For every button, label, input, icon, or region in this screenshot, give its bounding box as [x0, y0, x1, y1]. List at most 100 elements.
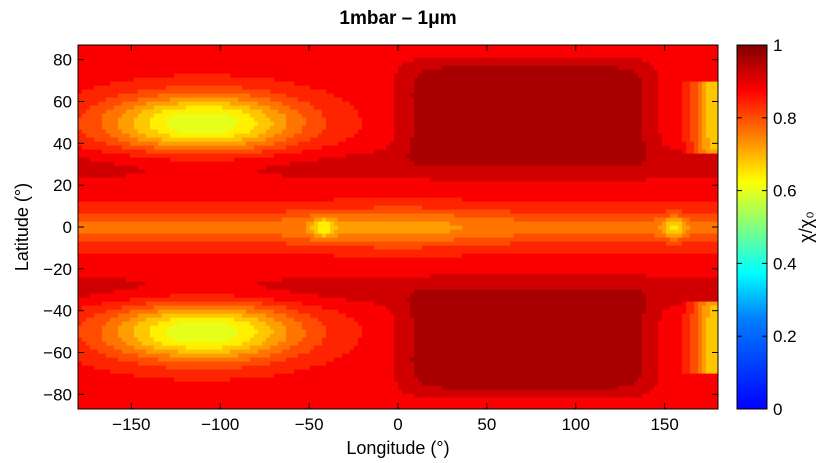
heatmap-cell [474, 293, 479, 298]
heatmap-cell [470, 401, 475, 406]
heatmap-cell [210, 285, 215, 290]
heatmap-cell [94, 337, 99, 342]
heatmap-cell [98, 353, 103, 358]
heatmap-cell [262, 381, 267, 386]
heatmap-cell [682, 305, 687, 310]
heatmap-cell [374, 337, 379, 342]
heatmap-cell [270, 397, 275, 402]
heatmap-cell [426, 389, 431, 394]
heatmap-cell [130, 285, 135, 290]
heatmap-cell [534, 357, 539, 362]
heatmap-cell [654, 357, 659, 362]
heatmap-cell [438, 309, 443, 314]
heatmap-cell [178, 341, 183, 346]
heatmap-cell [382, 385, 387, 390]
heatmap-cell [450, 337, 455, 342]
heatmap-cell [182, 285, 187, 290]
heatmap-cell [382, 349, 387, 354]
heatmap-cell [390, 361, 395, 366]
heatmap-cell [450, 385, 455, 390]
heatmap-cell [566, 401, 571, 406]
heatmap-cell [162, 301, 167, 306]
heatmap-cell [490, 373, 495, 378]
heatmap-cell [514, 329, 519, 334]
heatmap-cell [98, 393, 103, 398]
heatmap-cell [538, 293, 543, 298]
heatmap-cell [146, 297, 151, 302]
heatmap-cell [338, 353, 343, 358]
heatmap-cell [618, 389, 623, 394]
heatmap-cell [142, 393, 147, 398]
heatmap-cell [554, 309, 559, 314]
heatmap-cell [486, 345, 491, 350]
heatmap-cell [314, 369, 319, 374]
heatmap-cell [490, 321, 495, 326]
heatmap-cell [334, 349, 339, 354]
heatmap-cell [482, 329, 487, 334]
heatmap-cell [594, 329, 599, 334]
heatmap-cell [602, 301, 607, 306]
heatmap-cell [642, 405, 647, 409]
heatmap-cell [434, 309, 439, 314]
heatmap-cell [418, 365, 423, 370]
heatmap-cell [310, 349, 315, 354]
heatmap-cell [278, 393, 283, 398]
heatmap-cell [446, 365, 451, 370]
heatmap-cell [278, 397, 283, 402]
heatmap-cell [538, 401, 543, 406]
heatmap-cell [414, 349, 419, 354]
heatmap-cell [90, 397, 95, 402]
heatmap-cell [382, 365, 387, 370]
heatmap-cell [698, 309, 703, 314]
heatmap-cell [218, 381, 223, 386]
heatmap-cell [170, 377, 175, 382]
heatmap-cell [642, 301, 647, 306]
heatmap-cell [562, 401, 567, 406]
heatmap-cell [594, 369, 599, 374]
heatmap-cell [362, 333, 367, 338]
heatmap-cell [322, 325, 327, 330]
heatmap-cell [334, 401, 339, 406]
heatmap-cell [534, 305, 539, 310]
heatmap-cell [298, 349, 303, 354]
heatmap-cell [574, 289, 579, 294]
heatmap-cell [678, 397, 683, 402]
heatmap-cell [670, 313, 675, 318]
heatmap-cell [210, 325, 215, 330]
heatmap-cell [378, 297, 383, 302]
heatmap-cell [542, 297, 547, 302]
heatmap-cell [570, 381, 575, 386]
heatmap-cell [442, 285, 447, 290]
heatmap-cell [102, 325, 107, 330]
heatmap-cell [534, 313, 539, 318]
heatmap-cell [294, 401, 299, 406]
heatmap-cell [358, 373, 363, 378]
heatmap-cell [626, 361, 631, 366]
heatmap-cell [514, 393, 519, 398]
heatmap-cell [546, 365, 551, 370]
heatmap-cell [230, 353, 235, 358]
heatmap-cell [374, 361, 379, 366]
heatmap-cell [450, 401, 455, 406]
heatmap-cell [162, 361, 167, 366]
heatmap-cell [214, 369, 219, 374]
heatmap-cell [318, 293, 323, 298]
plot-area [78, 45, 718, 409]
heatmap-cell [242, 285, 247, 290]
heatmap-cell [374, 341, 379, 346]
heatmap-cell [438, 337, 443, 342]
heatmap-cell [674, 301, 679, 306]
heatmap-cell [394, 297, 399, 302]
heatmap-cell [278, 337, 283, 342]
heatmap-cell [214, 361, 219, 366]
heatmap-cell [622, 321, 627, 326]
heatmap-cell [258, 369, 263, 374]
heatmap-cell [206, 365, 211, 370]
heatmap-cell [294, 345, 299, 350]
heatmap-cell [606, 373, 611, 378]
heatmap-cell [514, 317, 519, 322]
heatmap-cell [402, 309, 407, 314]
heatmap-cell [482, 337, 487, 342]
heatmap-cell [478, 357, 483, 362]
heatmap-cell [298, 297, 303, 302]
